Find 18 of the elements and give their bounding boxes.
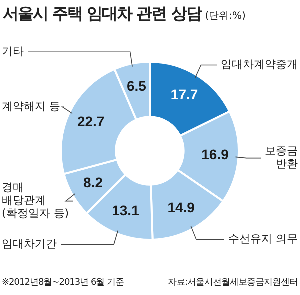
slice-label: 수선유지 의무 xyxy=(228,232,298,246)
slice-label: 임대차기간 xyxy=(2,238,57,251)
text: 자료:서울시전월세보증금지원센터 xyxy=(168,277,298,289)
data-label: 16.9 xyxy=(202,146,230,163)
data-label: 22.7 xyxy=(77,113,105,130)
data-label: 6.5 xyxy=(127,78,147,94)
slice-label: 기타 xyxy=(2,44,24,58)
slice-label: 보증금 반환 xyxy=(265,144,298,171)
data-label: 14.9 xyxy=(168,199,196,216)
data-label: 13.1 xyxy=(112,202,140,219)
data-label: 8.2 xyxy=(84,174,104,190)
text: ※2012년8월~2013년 6월 기준 xyxy=(2,277,124,289)
slice-label: 경매 배당관계 (확정일자 등) xyxy=(2,181,70,220)
data-label: 17.7 xyxy=(170,86,198,102)
chart-title: 서울시 주택 임대차 관련 상담 xyxy=(3,4,202,23)
slice-label: 계약해지 등 xyxy=(2,100,60,113)
slice-label: 임대차계약중개 xyxy=(221,58,298,72)
chart-subtitle: (단위:%) xyxy=(205,11,246,22)
